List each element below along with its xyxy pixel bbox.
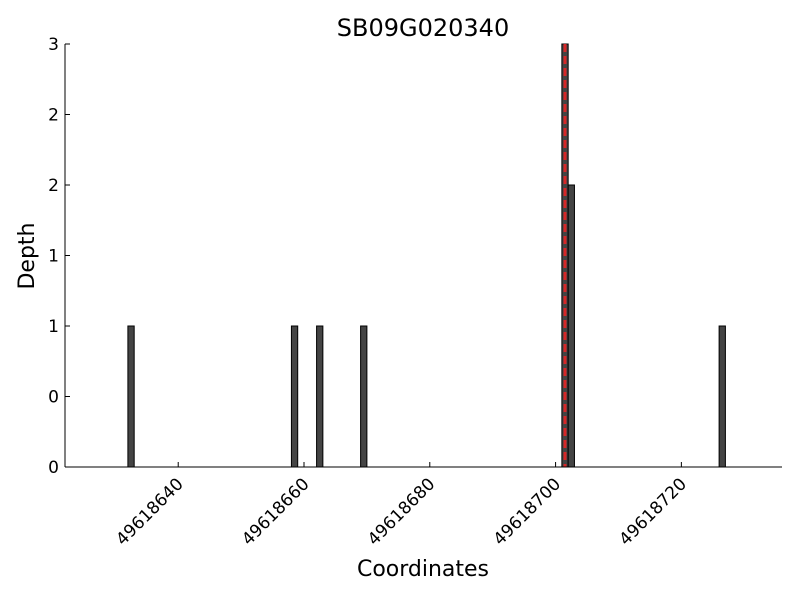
y-tick-label: 1 [48, 247, 59, 267]
x-tick-label: 49618640 [112, 474, 187, 549]
y-axis-label: Depth [15, 222, 40, 289]
y-tick-label: 2 [48, 106, 59, 126]
bar [360, 325, 368, 468]
y-tick-label: 0 [48, 388, 59, 408]
chart-title: SB09G020340 [337, 14, 509, 42]
bar [290, 325, 299, 468]
bar [718, 325, 726, 468]
y-tick-label: 1 [48, 317, 59, 337]
bar [127, 325, 135, 468]
y-tick-label: 2 [48, 176, 59, 196]
x-tick-label: 49618720 [616, 474, 691, 549]
x-tick-label: 49618660 [238, 474, 313, 549]
y-tick-label: 0 [48, 458, 59, 478]
x-tick-label: 49618680 [364, 474, 439, 549]
y-tick-label: 3 [48, 35, 59, 55]
bar [316, 325, 324, 468]
x-tick-label: 49618700 [490, 474, 565, 549]
bar [567, 184, 575, 468]
x-axis-label: Coordinates [357, 557, 489, 582]
